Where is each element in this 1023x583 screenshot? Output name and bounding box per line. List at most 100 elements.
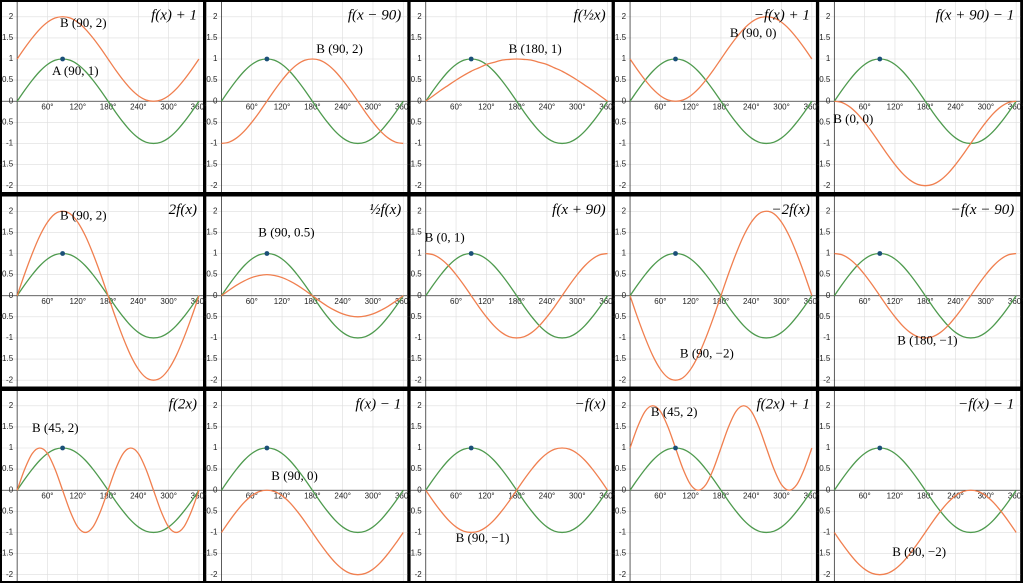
x-tick-label: 180° [508,297,525,306]
y-tick-label: 2 [213,206,218,215]
x-tick-label: 360° [599,102,616,111]
x-tick-label: 240° [334,297,351,306]
x-tick-label: 360° [191,102,208,111]
y-tick-label: -2 [823,570,831,579]
y-tick-label: -1 [210,139,218,148]
chart-title: f(x − 90) [348,7,401,23]
curve [834,100,1017,187]
y-tick-label: -2 [415,181,423,190]
annotation: B (90, −2) [680,345,734,360]
x-tick-label: 360° [395,102,412,111]
y-tick-label: 1 [622,249,627,258]
x-tick-label: 240° [539,102,556,111]
chart-title: f(x) − 1 [355,396,401,412]
x-tick-label: 60° [450,297,462,306]
y-tick-label: -2 [619,570,627,579]
y-tick-label: -1.5 [612,160,626,169]
x-tick-label: 240° [947,102,964,111]
curve [221,273,404,318]
y-tick-label: -0.5 [0,506,14,515]
annotation: B (90, 2) [316,41,363,56]
y-tick-label: -0.5 [817,506,831,515]
x-tick-label: 60° [859,297,871,306]
y-tick-label: -1.5 [0,549,14,558]
panel: -2-1.5-1-0.500.511.5260°120°180°240°300°… [204,391,412,581]
x-tick-label: 180° [304,102,321,111]
x-tick-label: 120° [69,102,86,111]
curve [425,58,609,145]
x-tick-label: 300° [773,102,790,111]
y-tick-label: -1 [6,139,14,148]
y-tick-label: 1.5 [2,422,14,431]
panel-background [614,196,816,387]
x-tick-label: 180° [100,102,117,111]
x-tick-label: 300° [569,491,586,500]
chart-title: f(x + 90) [552,202,605,218]
y-tick-label: 1.5 [819,422,831,431]
panel: -2-1.5-1-0.500.511.5260°120°180°240°300°… [0,2,207,192]
y-tick-label: 1 [826,249,831,258]
x-tick-label: 240° [130,102,147,111]
x-tick-label: 180° [713,102,730,111]
y-tick-label: -2 [415,570,423,579]
y-tick-label: 2 [9,401,14,410]
x-tick-label: 60° [41,491,53,500]
curve [629,210,813,381]
x-tick-label: 60° [859,491,871,500]
x-tick-label: 360° [1008,491,1023,500]
panel: -2-1.5-1-0.500.511.5260°120°180°240°300°… [612,2,820,192]
y-tick-label: 1 [826,443,831,452]
annotation: B (45, 2) [651,404,698,419]
highlight-point [468,445,474,451]
panel-background [206,2,408,192]
y-tick-label: -1 [619,139,627,148]
highlight-point [264,445,270,451]
annotation: B (90, 0) [271,468,318,483]
y-tick-label: 1 [9,54,14,63]
chart-title: −f(x − 90) [951,202,1015,218]
highlight-point [468,56,474,62]
x-tick-label: 300° [978,102,995,111]
y-tick-label: 0.5 [2,464,14,473]
y-tick-label: -1 [619,528,627,537]
x-tick-label: 120° [478,491,495,500]
x-tick-label: 240° [743,102,760,111]
y-tick-label: -1 [210,333,218,342]
x-tick-label: 360° [1008,102,1023,111]
y-tick-label: 0.5 [206,464,218,473]
curve [16,58,200,145]
x-tick-label: 300° [569,102,586,111]
y-tick-label: 0.5 [819,75,831,84]
x-tick-label: 360° [191,491,208,500]
curve [629,58,813,145]
annotation: B (45, 2) [32,420,79,435]
curve [16,16,200,102]
y-tick-label: -1.5 [408,160,422,169]
panel: -2-1.5-1-0.500.511.5260°120°180°240°300°… [612,391,820,581]
y-tick-label: 1 [417,54,422,63]
y-tick-label: -0.5 [612,506,626,515]
y-tick-label: 2 [622,12,627,21]
x-tick-label: 60° [450,102,462,111]
y-tick-label: -1.5 [817,354,831,363]
x-tick-label: 300° [365,491,382,500]
y-tick-label: 0.5 [2,270,14,279]
curve [220,58,404,145]
y-tick-label: -1 [823,333,831,342]
y-tick-label: 0.5 [819,464,831,473]
chart-title: f(2x) [169,396,197,412]
y-tick-label: -2 [6,375,14,384]
y-tick-label: -2 [210,570,218,579]
highlight-point [468,251,474,256]
x-tick-label: 120° [682,491,699,500]
y-tick-label: 1.5 [206,422,218,431]
annotation: A (90, 1) [52,63,99,78]
x-tick-label: 240° [743,297,760,306]
panel: -2-1.5-1-0.500.511.5260°120°180°240°300°… [612,196,820,387]
y-tick-label: -0.5 [0,117,14,126]
y-tick-label: -1 [210,528,218,537]
y-tick-label: 1 [213,54,218,63]
x-tick-label: 360° [599,491,616,500]
y-tick-label: -1 [6,528,14,537]
